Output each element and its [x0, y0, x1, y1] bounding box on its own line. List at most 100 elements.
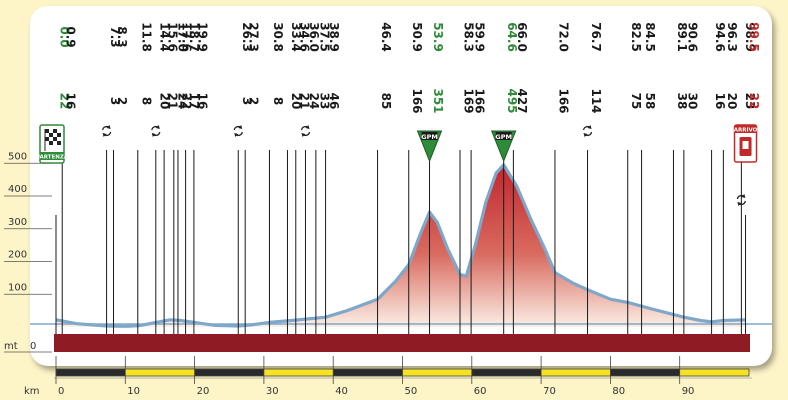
- flag-square: [49, 133, 53, 137]
- km-label: 66.0: [515, 22, 529, 52]
- x-tick-label: 90: [682, 386, 695, 397]
- km-label: 0.0: [58, 26, 72, 47]
- altitude-label: 3: [108, 97, 122, 105]
- roundabout-arrow: [737, 202, 742, 206]
- km-segment: [471, 369, 542, 376]
- base-band-layer: [54, 334, 750, 352]
- start-label-bg: [40, 152, 64, 160]
- km-label: 84.5: [643, 22, 657, 52]
- km-label: 50.9: [410, 22, 424, 52]
- km-label: 0.9: [64, 26, 78, 47]
- km-label: 59.9: [473, 22, 487, 52]
- y-tick-label: 400: [8, 184, 27, 195]
- x-tick-label: 50: [405, 386, 418, 397]
- roundabout-arrow: [238, 125, 243, 129]
- altitude-label: 20: [157, 93, 171, 110]
- altitude-label: 2: [115, 97, 129, 105]
- roundabout-icon: [736, 194, 747, 206]
- altitude-label: 22: [179, 93, 193, 110]
- km-label: 98.9: [743, 22, 757, 52]
- flag-square: [57, 133, 61, 137]
- altitude-label: 20: [725, 93, 739, 110]
- km-label: 94.6: [713, 22, 727, 52]
- y-tick-label: 200: [8, 250, 27, 261]
- gpm-label: GPM: [421, 133, 438, 141]
- km-label: 36.0: [307, 22, 321, 52]
- km-segment: [56, 369, 126, 376]
- km-label: 46.4: [379, 22, 393, 52]
- altitude-label: 2: [247, 97, 261, 105]
- km-segment: [402, 369, 472, 376]
- altitude-label: 16: [64, 93, 78, 110]
- km-label: 15.6: [166, 22, 180, 52]
- altitude-label: 30: [685, 93, 699, 110]
- altitude-label: 22: [747, 93, 761, 110]
- km-label: 27.3: [247, 22, 261, 52]
- km-segment: [194, 369, 264, 376]
- grid-layer: [4, 162, 52, 353]
- roundabout-arrow: [741, 194, 746, 198]
- altitude-label: 22: [58, 93, 72, 110]
- altitude-label: 24: [307, 93, 321, 110]
- roundabout-icon: [300, 125, 311, 137]
- altitude-label: 114: [589, 88, 603, 113]
- flag-square: [45, 137, 49, 141]
- km-label: 18.7: [187, 22, 201, 52]
- x-tick-label: 20: [197, 386, 210, 397]
- start-label: PARTENZA: [36, 155, 69, 161]
- y-axis-label: mt: [4, 341, 18, 352]
- roundabout-arrow: [151, 133, 156, 137]
- altitude-label: 17: [187, 93, 201, 110]
- km-segment: [610, 369, 680, 376]
- flag-square: [53, 137, 57, 141]
- altitude-label: 3: [240, 97, 254, 105]
- km-segment: [263, 369, 334, 376]
- altitude-label: 8: [271, 97, 285, 105]
- flag-square: [53, 129, 57, 133]
- roundabout-arrow: [583, 133, 588, 137]
- roundabout-arrow: [106, 125, 111, 129]
- km-label: 34.6: [297, 22, 311, 52]
- km-segment: [679, 369, 749, 376]
- km-label: 38.9: [327, 22, 341, 52]
- altitude-label: 427: [515, 88, 529, 113]
- finish-label: ARRIVO: [734, 127, 758, 133]
- altitude-label: 166: [473, 88, 487, 113]
- x-axis: 0 10 20 30 40 50 60 70 80 90 km: [24, 356, 694, 397]
- gpm-plate: [495, 132, 512, 140]
- roundabout-arrow: [155, 125, 160, 129]
- km-label: 30.8: [271, 22, 285, 52]
- altitude-label: 21: [166, 93, 180, 110]
- profile-layer: [30, 163, 772, 328]
- flag-square: [57, 141, 61, 145]
- altitude-label: 166: [410, 88, 424, 113]
- km-label: 17.6: [179, 22, 193, 52]
- y-axis: 100 200 300 400 500 mt 0: [4, 151, 36, 352]
- flag-square: [49, 141, 53, 145]
- roundabout-arrow: [587, 125, 592, 129]
- y-tick-label: 0: [30, 341, 36, 352]
- altitude-label: 46: [327, 93, 341, 110]
- km-label: 76.7: [589, 22, 603, 52]
- gpm-marker-icon: GPM: [490, 130, 517, 163]
- km-label: 14.4: [157, 22, 171, 52]
- flag-square: [45, 129, 49, 133]
- icons-layer: GPM GPM PARTENZA ARRIVO: [36, 124, 758, 206]
- x-tick-label: 10: [127, 386, 140, 397]
- altitude-label: 23: [743, 93, 757, 110]
- x-axis-label: km: [24, 386, 40, 397]
- km-label: 7.3: [108, 26, 122, 47]
- altitude-label: 75: [629, 93, 643, 110]
- finish-label-bg: [734, 125, 757, 133]
- km-label: 37.5: [317, 22, 331, 52]
- km-label: 19.9: [195, 22, 209, 52]
- km-label: 96.3: [725, 22, 739, 52]
- altitude-label: 58: [643, 93, 657, 110]
- km-segment: [333, 369, 403, 376]
- x-tick-label: 80: [612, 386, 625, 397]
- profile-outline: [55, 163, 746, 328]
- y-tick-label: 500: [8, 151, 27, 162]
- roundabout-arrow: [102, 133, 107, 137]
- roundabout-icon: [582, 125, 593, 137]
